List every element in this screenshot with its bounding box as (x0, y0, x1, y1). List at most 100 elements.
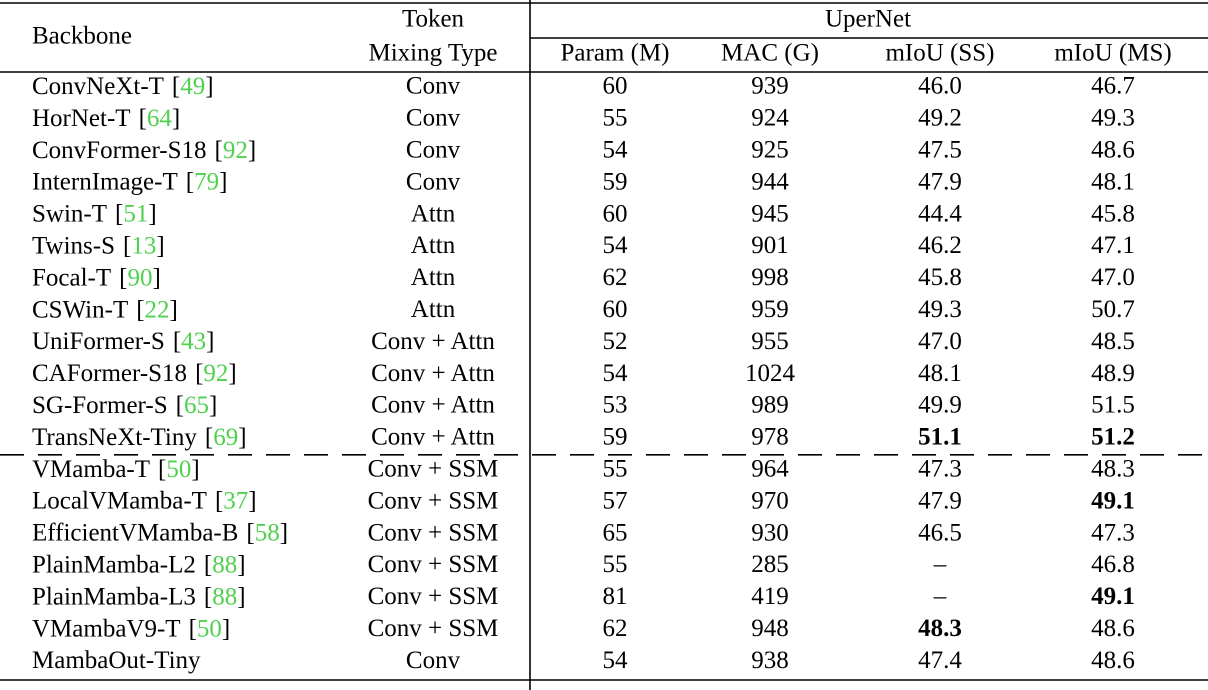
backbone-name: CAFormer-S18 (32, 360, 187, 387)
value-cell: 978 (751, 424, 789, 451)
value-cell: 46.8 (1091, 551, 1135, 578)
backbone-name: MambaOut-Tiny (32, 647, 201, 674)
value-cell: 54 (603, 360, 629, 387)
value-cell: 419 (751, 583, 789, 610)
backbone-cell: CAFormer-S18 [92] (32, 360, 237, 387)
backbone-name: PlainMamba-L3 (32, 583, 196, 610)
value-cell: 65 (603, 519, 628, 546)
backbone-cell: InternImage-T [79] (32, 168, 227, 195)
mixing-type: Conv + Attn (371, 392, 495, 419)
value-cell: 48.6 (1091, 137, 1135, 164)
citation: [49] (172, 73, 214, 100)
backbone-cell: LocalVMamba-T [37] (32, 487, 257, 514)
citation: [22] (136, 296, 178, 323)
value-cell: 959 (751, 296, 789, 323)
value-cell: 53 (603, 392, 628, 419)
citation: [88] (204, 583, 246, 610)
value-cell: 81 (603, 583, 628, 610)
citation: [50] (158, 456, 200, 483)
value-cell: 54 (603, 647, 629, 674)
backbone-name: VMamba-T (32, 456, 150, 483)
value-cell: 49.3 (918, 296, 962, 323)
value-cell: 48.1 (918, 360, 962, 387)
backbone-cell: Focal-T [90] (32, 264, 161, 291)
value-cell: 46.7 (1091, 73, 1135, 100)
backbone-cell: ConvNeXt-T [49] (32, 73, 214, 100)
backbone-cell: VMamba-T [50] (32, 456, 200, 483)
header-backbone: Backbone (32, 23, 132, 50)
value-cell: 285 (751, 551, 789, 578)
backbone-name: Swin-T (32, 200, 107, 227)
value-cell: 948 (751, 615, 789, 642)
value-cell: 52 (603, 328, 628, 355)
value-cell: 46.5 (918, 519, 962, 546)
mixing-type: Conv (406, 168, 461, 195)
value-cell: 45.8 (918, 264, 962, 291)
backbone-cell: PlainMamba-L2 [88] (32, 551, 246, 578)
value-cell: 60 (603, 200, 628, 227)
value-cell: 945 (751, 200, 789, 227)
value-cell: 46.2 (918, 232, 962, 259)
value-cell: – (933, 583, 947, 610)
mixing-type: Attn (411, 200, 456, 227)
backbone-cell: HorNet-T [64] (32, 105, 180, 132)
value-cell: 47.5 (918, 137, 962, 164)
value-cell: 49.2 (918, 105, 962, 132)
value-cell: 48.3 (918, 615, 962, 642)
value-cell: 924 (751, 105, 789, 132)
value-cell: 48.6 (1091, 615, 1135, 642)
backbone-cell: UniFormer-S [43] (32, 328, 214, 355)
value-cell: 62 (603, 264, 628, 291)
backbone-name: EfficientVMamba-B (32, 519, 238, 546)
value-cell: 49.1 (1091, 583, 1135, 610)
value-cell: 51.1 (918, 424, 962, 451)
value-cell: 55 (603, 105, 628, 132)
value-cell: 48.9 (1091, 360, 1135, 387)
value-cell: 55 (603, 551, 628, 578)
backbone-name: UniFormer-S (32, 328, 165, 355)
mixing-type: Conv + SSM (368, 487, 499, 514)
citation: [92] (215, 137, 257, 164)
value-cell: 47.0 (1091, 264, 1135, 291)
citation: [92] (195, 360, 237, 387)
value-cell: 51.2 (1091, 424, 1135, 451)
value-cell: 47.9 (918, 168, 962, 195)
citation: [50] (189, 615, 231, 642)
citation: [88] (204, 551, 246, 578)
header-column: mIoU (SS) (885, 40, 994, 67)
value-cell: 47.3 (918, 456, 962, 483)
mixing-type: Conv + SSM (368, 456, 499, 483)
value-cell: 48.5 (1091, 328, 1135, 355)
value-cell: 48.1 (1091, 168, 1135, 195)
backbone-name: PlainMamba-L2 (32, 551, 196, 578)
mixing-type: Conv + SSM (368, 615, 499, 642)
citation: [37] (215, 487, 257, 514)
backbone-cell: VMambaV9-T [50] (32, 615, 230, 642)
value-cell: 939 (751, 73, 789, 100)
backbone-cell: Twins-S [13] (32, 232, 165, 259)
value-cell: 989 (751, 392, 789, 419)
header-column: Param (M) (561, 40, 670, 67)
citation: [13] (123, 232, 165, 259)
mixing-type: Conv + Attn (371, 328, 495, 355)
citation: [65] (176, 392, 218, 419)
mixing-type: Conv (406, 137, 461, 164)
mixing-type: Attn (411, 232, 456, 259)
value-cell: 47.9 (918, 487, 962, 514)
mixing-type: Conv (406, 73, 461, 100)
value-cell: 47.0 (918, 328, 962, 355)
backbone-name: ConvNeXt-T (32, 73, 164, 100)
value-cell: 55 (603, 456, 628, 483)
header-token: Token (402, 6, 465, 33)
value-cell: 45.8 (1091, 200, 1135, 227)
citation: [79] (186, 168, 228, 195)
mixing-type: Conv (406, 647, 461, 674)
citation: [64] (139, 105, 181, 132)
value-cell: 964 (751, 456, 789, 483)
value-cell: 51.5 (1091, 392, 1135, 419)
header-column: mIoU (MS) (1054, 40, 1171, 67)
backbone-cell: Swin-T [51] (32, 200, 157, 227)
backbone-name: HorNet-T (32, 105, 131, 132)
mixing-type: Conv + SSM (368, 519, 499, 546)
